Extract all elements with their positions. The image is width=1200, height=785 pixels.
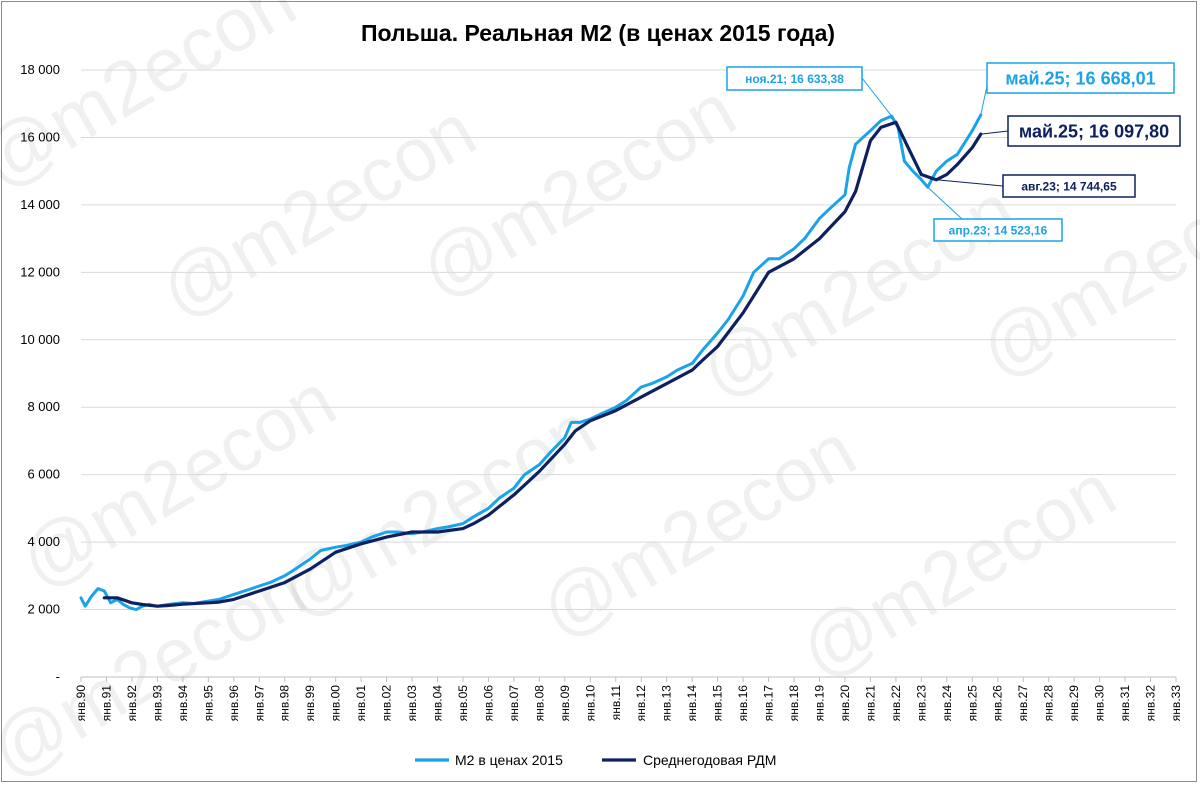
x-tick-label: янв.20 — [838, 685, 852, 722]
x-tick-label: янв.04 — [431, 685, 445, 722]
watermark-text: @m2econ — [406, 67, 749, 314]
y-tick-label: 14 000 — [20, 197, 60, 212]
x-tick-label: янв.32 — [1144, 685, 1158, 722]
y-tick-label: 18 000 — [20, 62, 60, 77]
x-tick-label: янв.24 — [940, 685, 954, 722]
x-tick-label: янв.18 — [787, 685, 801, 722]
annotation-leader — [927, 186, 963, 220]
annotation-leader — [936, 179, 1004, 187]
x-tick-label: янв.06 — [481, 685, 495, 722]
annotation-box — [933, 218, 1063, 242]
x-tick-label: янв.33 — [1169, 685, 1183, 722]
x-tick-label: янв.28 — [1042, 685, 1056, 722]
x-tick-label: янв.12 — [634, 685, 648, 722]
x-tick-label: янв.14 — [685, 685, 699, 722]
legend: М2 в ценах 2015 Среднегодовая РДМ — [415, 752, 776, 768]
annotation-label: май.25; 16 097,80 — [1019, 121, 1169, 141]
x-tick-label: янв.23 — [914, 685, 928, 722]
x-tick-label: янв.22 — [889, 685, 903, 722]
y-tick-label: 4 000 — [27, 534, 60, 549]
annotation-box — [986, 62, 1175, 94]
x-tick-label: янв.97 — [252, 685, 266, 722]
y-tick-label: 10 000 — [20, 332, 60, 347]
x-tick-label: янв.15 — [711, 685, 725, 722]
x-tick-label: янв.96 — [227, 685, 241, 722]
y-tick-label: 8 000 — [27, 399, 60, 414]
annotations: ноя.21; 16 633,38 май.25; 16 668,01 май.25… — [726, 62, 1181, 242]
y-tick-label: 2 000 — [27, 602, 60, 617]
x-tick-label: янв.99 — [303, 685, 317, 722]
x-tick-label: янв.93 — [150, 685, 164, 722]
x-tick-label: янв.13 — [660, 685, 674, 722]
annotation-box — [1002, 174, 1136, 198]
x-tick-label: янв.10 — [583, 685, 597, 722]
x-tick-label: янв.21 — [863, 685, 877, 722]
legend-label: М2 в ценах 2015 — [455, 752, 563, 768]
series-line-moving-average — [102, 120, 983, 608]
x-tick-label: янв.31 — [1118, 685, 1132, 722]
x-tick-label: янв.29 — [1067, 685, 1081, 722]
x-tick-label: янв.25 — [965, 685, 979, 722]
annotation-label: ноя.21; 16 633,38 — [745, 72, 844, 86]
x-tick-label: янв.30 — [1093, 685, 1107, 722]
x-tick-label: янв.90 — [74, 685, 88, 722]
annotation-label: май.25; 16 668,01 — [1005, 68, 1155, 88]
x-axis: янв.90 янв.91 янв.92 янв.93 янв.94 янв.95 янв.… — [74, 677, 1183, 721]
y-axis: - 2 000 4 000 6 000 8 000 10 000 12 000 14 000 1… — [20, 62, 60, 684]
annotation-label: авг.23; 14 744,65 — [1021, 179, 1117, 193]
x-tick-label: янв.00 — [329, 685, 343, 722]
annotation-leader — [980, 85, 988, 116]
x-tick-label: янв.19 — [812, 685, 826, 722]
legend-label: Среднегодовая РДМ — [643, 752, 776, 768]
annotation-label: апр.23; 14 523,16 — [949, 223, 1048, 237]
x-tick-label: янв.09 — [558, 685, 572, 722]
x-tick-label: янв.07 — [507, 685, 521, 722]
y-tick-label: 6 000 — [27, 467, 60, 482]
x-tick-label: янв.08 — [532, 685, 546, 722]
x-tick-label: янв.91 — [99, 685, 113, 722]
series-lines — [79, 113, 983, 612]
x-tick-label: янв.02 — [380, 685, 394, 722]
annotation-box — [1007, 115, 1181, 147]
x-tick-label: янв.01 — [354, 685, 368, 722]
x-tick-label: янв.26 — [991, 685, 1005, 722]
x-tick-label: янв.03 — [405, 685, 419, 722]
x-tick-label: янв.95 — [201, 685, 215, 722]
chart-title: Польша. Реальная М2 (в ценах 2015 года) — [361, 20, 835, 46]
x-tick-label: янв.94 — [176, 685, 190, 722]
x-tick-label: янв.05 — [456, 685, 470, 722]
annotation-leader — [980, 130, 1009, 135]
y-tick-label: - — [56, 669, 60, 684]
watermark-text: @m2econ — [0, 0, 309, 205]
annotation-box — [726, 66, 863, 91]
gridlines — [81, 69, 1176, 678]
annotation-leader — [861, 77, 893, 117]
y-tick-label: 16 000 — [20, 129, 60, 144]
x-tick-label: янв.98 — [278, 685, 292, 722]
x-tick-label: янв.17 — [762, 685, 776, 722]
y-tick-label: 12 000 — [20, 264, 60, 279]
x-tick-label: янв.27 — [1016, 685, 1030, 722]
x-tick-label: янв.11 — [609, 685, 623, 721]
x-tick-label: янв.92 — [125, 685, 139, 722]
x-tick-label: янв.16 — [736, 685, 750, 722]
